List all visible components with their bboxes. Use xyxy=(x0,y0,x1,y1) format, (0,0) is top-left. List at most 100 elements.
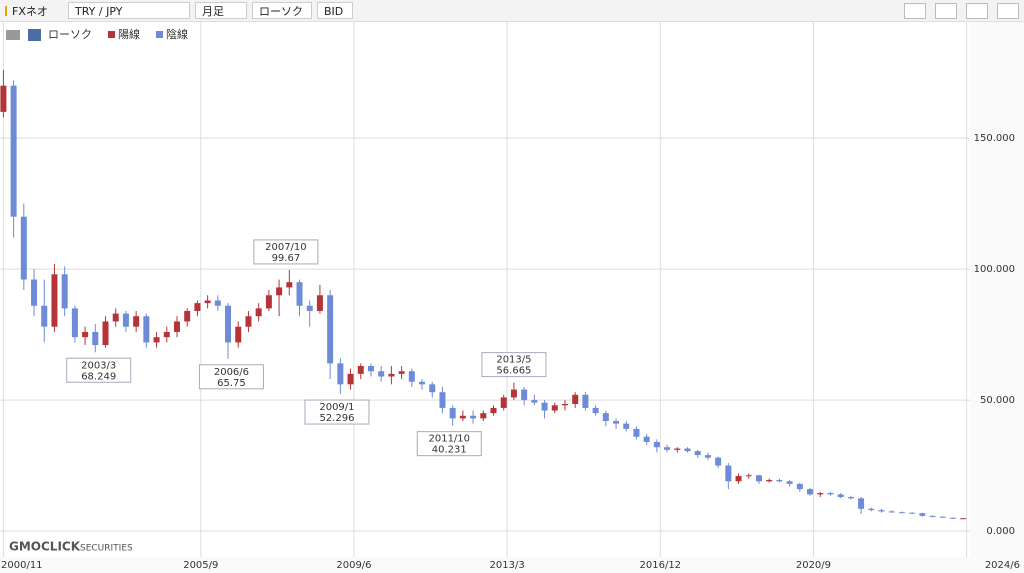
annotation-date: 2003/3 xyxy=(81,360,116,371)
candle-body xyxy=(61,274,68,309)
logo-sub: SECURITIES xyxy=(80,544,133,554)
candle-body xyxy=(929,515,936,517)
candle-body xyxy=(10,85,17,217)
annotation-box xyxy=(304,399,370,425)
y-axis-panel xyxy=(970,22,1024,573)
annotation-date: 2007/10 xyxy=(265,242,307,253)
candle-body xyxy=(684,448,691,452)
annotation-box xyxy=(198,364,264,390)
style-select[interactable]: ローソク xyxy=(252,2,312,19)
annotation-date: 2006/6 xyxy=(214,367,249,378)
annotation-value: 65.75 xyxy=(217,378,246,389)
legend-label: 陰線 xyxy=(166,27,188,41)
candle-body xyxy=(51,274,58,327)
candle-body xyxy=(786,481,793,484)
candle-body xyxy=(500,397,507,408)
candle-body xyxy=(858,498,865,509)
annotation-box xyxy=(66,357,132,383)
candle-body xyxy=(398,371,405,374)
candle-body xyxy=(939,516,946,518)
expand-icon[interactable] xyxy=(28,29,41,41)
x-tick-label: 2016/12 xyxy=(640,560,682,571)
candle-body xyxy=(613,421,620,424)
candle-body xyxy=(102,321,109,346)
candle-body xyxy=(41,305,48,327)
candle-body xyxy=(694,451,701,456)
candle-body xyxy=(602,413,609,422)
candle-body xyxy=(868,508,875,511)
annotation-value: 40.231 xyxy=(432,445,467,456)
candle-body xyxy=(173,321,180,332)
indicator-button[interactable] xyxy=(904,3,926,19)
candle-body xyxy=(408,371,415,382)
candle-body xyxy=(92,331,99,346)
legend-label: 陽線 xyxy=(118,27,140,41)
legend-swatch xyxy=(108,31,115,38)
candle-body xyxy=(71,308,78,338)
candle-body xyxy=(347,373,354,385)
candle-body xyxy=(510,389,517,398)
candle-body xyxy=(316,295,323,311)
y-tick-label: 50.000 xyxy=(980,395,1015,406)
y-tick-label: 100.000 xyxy=(974,264,1015,275)
candle-body xyxy=(184,310,191,322)
candle-body xyxy=(623,423,630,429)
candle-body xyxy=(449,407,456,419)
candle-body xyxy=(0,85,7,112)
candle-body xyxy=(327,295,334,364)
x-tick-label: 2009/6 xyxy=(336,560,371,571)
candle-body xyxy=(296,282,303,306)
candle-body xyxy=(561,403,568,406)
draw-button[interactable] xyxy=(935,3,957,19)
candle-body xyxy=(286,282,293,288)
camera-button[interactable] xyxy=(966,3,988,19)
candle-body xyxy=(878,510,885,512)
candle-body xyxy=(31,279,38,306)
candle-body xyxy=(459,415,466,419)
candle-body xyxy=(582,394,589,408)
price-select[interactable]: BID xyxy=(317,2,353,19)
candle-body xyxy=(725,465,732,482)
candle-body xyxy=(909,512,916,514)
candle-body xyxy=(419,381,426,385)
chart: ローソク GMOCLICK SECURITIES 0.000 50.000 100.… xyxy=(0,22,1024,573)
candle-body xyxy=(745,475,752,477)
candle-body xyxy=(255,308,262,317)
legend-swatch xyxy=(156,31,163,38)
candle-body xyxy=(949,517,956,519)
candle-body xyxy=(888,511,895,513)
candle-body xyxy=(378,371,385,377)
pair-select[interactable]: TRY / JPY xyxy=(68,2,190,19)
candle-body xyxy=(960,518,967,520)
candle-body xyxy=(572,394,579,404)
candle-body xyxy=(827,493,834,495)
candle-body xyxy=(214,300,221,306)
candle-body xyxy=(755,475,762,482)
window-button[interactable] xyxy=(997,3,1019,19)
candle-body xyxy=(480,413,487,419)
annotation-date: 2013/5 xyxy=(496,355,531,366)
candle-body xyxy=(265,295,272,309)
candle-body xyxy=(429,384,436,393)
settings-icon[interactable] xyxy=(6,30,20,40)
candle-body xyxy=(163,331,170,338)
candle-body xyxy=(674,448,681,450)
candle-body xyxy=(541,402,548,411)
brand: FXネオ xyxy=(12,5,48,18)
candle-body xyxy=(112,313,119,322)
candle-body xyxy=(20,216,27,280)
period-select[interactable]: 月足 xyxy=(195,2,247,19)
candle-body xyxy=(653,441,660,448)
candle-body xyxy=(337,363,344,385)
candle-body xyxy=(521,389,528,401)
candle-body xyxy=(490,407,497,414)
candle-body xyxy=(194,303,201,311)
candle-body xyxy=(919,513,926,516)
x-axis-panel xyxy=(0,557,970,573)
candle-body xyxy=(735,476,742,482)
annotation-date: 2009/1 xyxy=(319,402,354,413)
candle-body xyxy=(643,436,650,442)
candle-body xyxy=(776,479,783,482)
candle-body xyxy=(766,479,773,482)
candle-body xyxy=(439,392,446,408)
